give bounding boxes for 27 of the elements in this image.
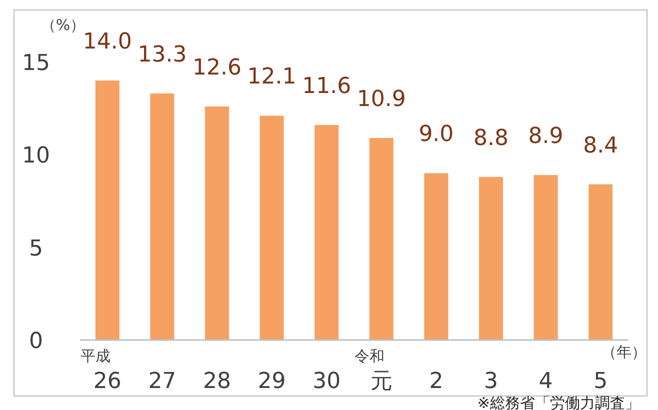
x-tick-label: 30 bbox=[312, 369, 341, 394]
data-label: 10.9 bbox=[356, 86, 406, 112]
data-label: 12.6 bbox=[192, 55, 242, 80]
data-label: 8.8 bbox=[474, 126, 508, 151]
x-tick-label: 29 bbox=[258, 369, 286, 394]
data-label: 8.9 bbox=[528, 124, 564, 150]
y-tick-label: 5 bbox=[29, 236, 43, 262]
x-tick-label: 2 bbox=[429, 369, 444, 394]
x-tick-label: 平成26 bbox=[80, 347, 122, 394]
x-tick-label: 5 bbox=[594, 369, 608, 394]
x-tick-label: 令和元 bbox=[354, 347, 392, 394]
data-label: 9.0 bbox=[418, 122, 454, 148]
data-label: 12.1 bbox=[247, 64, 296, 90]
x-tick-label: 28 bbox=[203, 369, 231, 394]
x-tick-label: 4 bbox=[538, 369, 553, 394]
y-tick-label: 10 bbox=[22, 144, 50, 169]
x-axis-title: （年） bbox=[602, 343, 646, 361]
data-label: 8.4 bbox=[583, 133, 618, 158]
x-tick-label: 27 bbox=[148, 369, 176, 394]
y-tick-label: 0 bbox=[29, 329, 43, 354]
text: ※総務省「労働力調査」 bbox=[477, 394, 640, 410]
data-label: 13.3 bbox=[138, 42, 187, 68]
data-label: 14.0 bbox=[82, 30, 132, 55]
data-label: 11.6 bbox=[302, 74, 352, 100]
y-axis-title: （%） bbox=[40, 16, 86, 34]
y-tick-label: 15 bbox=[22, 51, 50, 76]
x-tick-label: 3 bbox=[484, 369, 498, 394]
